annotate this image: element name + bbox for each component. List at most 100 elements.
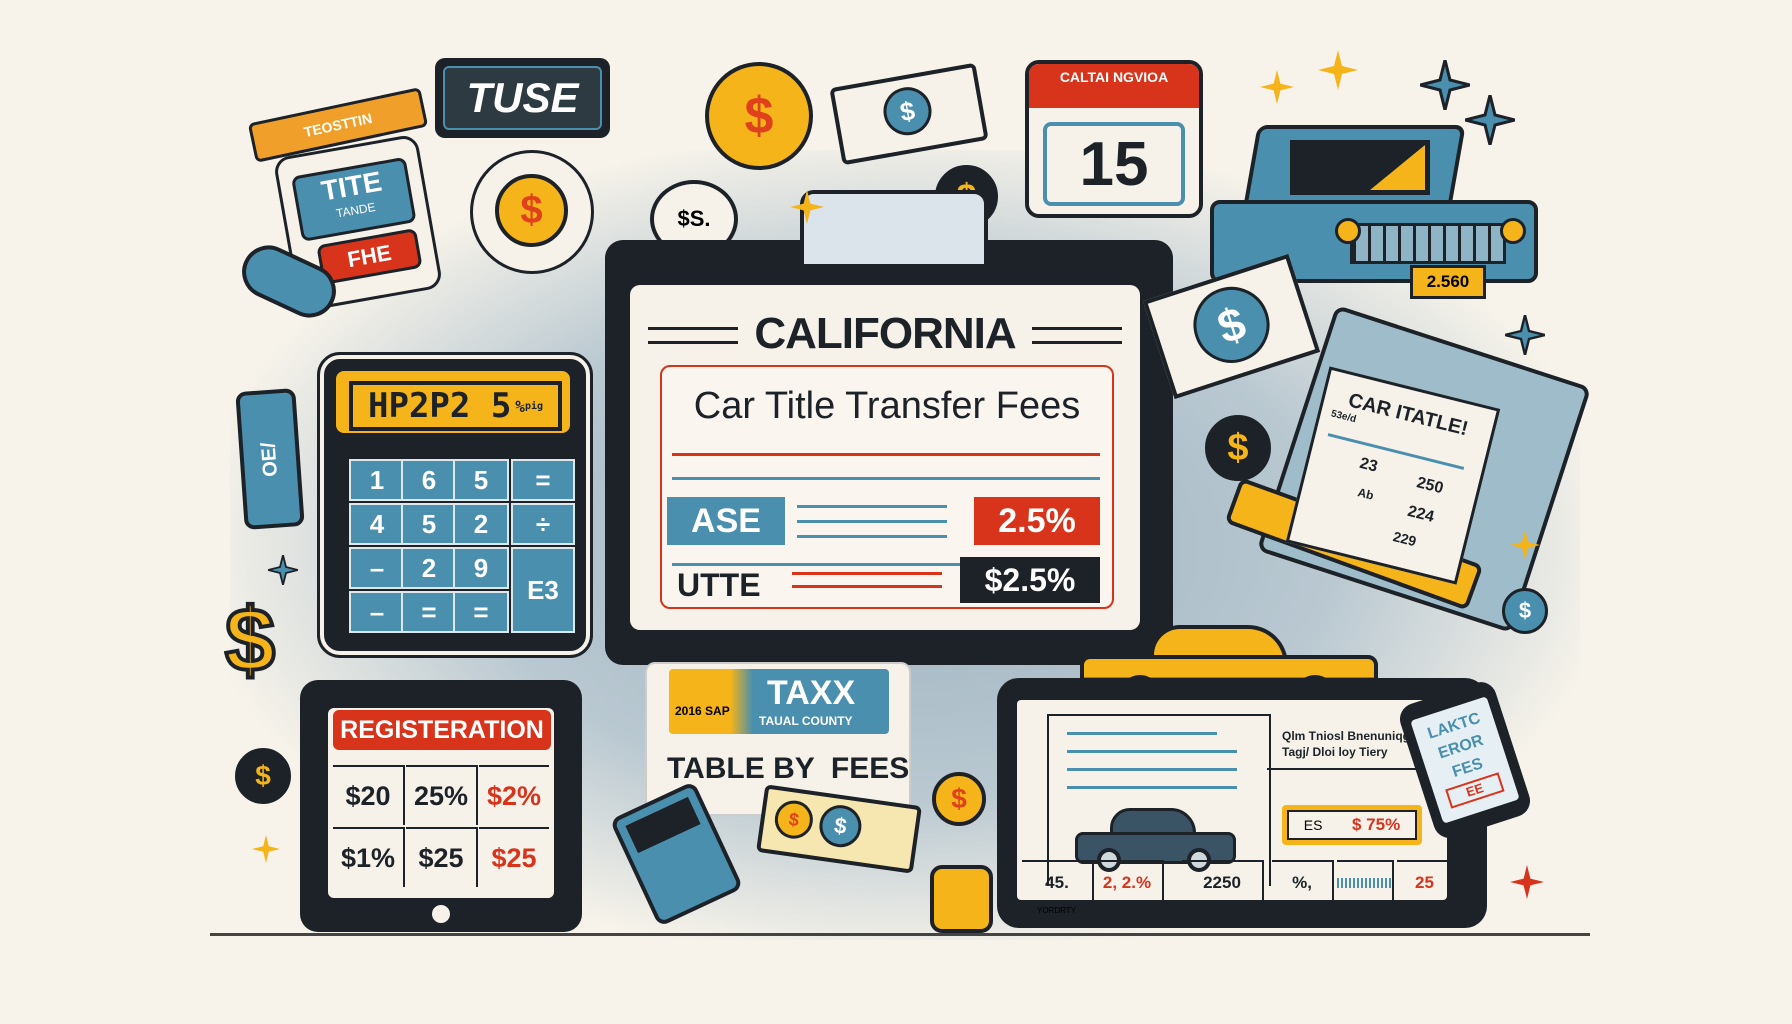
calculator-key: 2	[401, 547, 457, 589]
fee-box: Car Title Transfer Fees ASE 2.5% UTTE $2…	[660, 365, 1114, 609]
calculator-key: =	[511, 459, 575, 501]
gauge-text: $S.	[677, 206, 711, 231]
sparkle-icon	[790, 190, 824, 224]
dollar-coin: $	[932, 772, 986, 826]
tablet-heading: Qlm Tniosl Bnenuniqg Tagj/ Dloi loy Tier…	[1282, 728, 1410, 760]
tablet-cell-sub: YORDRTY	[1037, 906, 1076, 915]
home-button	[432, 905, 450, 923]
price-value: $ 75%	[1352, 815, 1401, 834]
calculator-key: 9	[453, 547, 509, 589]
display-unit: %	[515, 396, 525, 416]
row1-label: ASE	[667, 497, 785, 545]
display-sub: pig	[524, 400, 543, 412]
tuse-label: TUSE	[443, 66, 602, 130]
license-plate: 2.560	[1410, 265, 1486, 299]
fee-tablet: Qlm Tniosl Bnenuniqg Tagj/ Dloi loy Tier…	[997, 678, 1487, 928]
sparkle-icon	[1318, 50, 1358, 90]
calculator-key: =	[453, 591, 509, 633]
dollar-sign: $	[1227, 426, 1249, 469]
registration-tablet: REGISTERATION $20 25% $2% $1% $25 $25	[300, 680, 582, 932]
dollar-sign: $	[744, 87, 774, 145]
clipboard-clip	[800, 190, 988, 268]
calculator: HP2P2 5 % pig 1 6 5 = 4 5 2 ÷ –2 9 E3– = =	[317, 352, 593, 658]
calculator-display: HP2P2 5 % pig	[349, 381, 562, 431]
dollar-coin: $	[772, 798, 816, 842]
price-label: ES	[1303, 817, 1323, 833]
big-dollar-sign: $	[223, 589, 277, 693]
title-badge: TITE TANDE	[290, 156, 417, 242]
pickup-truck: 2.560	[1210, 115, 1540, 305]
receipt-value: Ab	[1356, 485, 1376, 503]
display-value: HP2P2 5	[368, 386, 512, 426]
receipt-value: 23	[1357, 454, 1380, 476]
tax-title: TAXX	[767, 674, 856, 712]
tablet-heading-line1: Qlm Tniosl Bnenuniqg	[1282, 729, 1410, 743]
tablet-cell: 45.	[1022, 860, 1094, 904]
dollar-coin: $	[495, 174, 568, 247]
dollar-sign: $	[897, 94, 918, 127]
dollar-sign: $	[223, 589, 277, 693]
row1-value: 2.5%	[974, 497, 1100, 545]
bill-seal: $	[879, 83, 936, 140]
sparkle-icon	[1260, 70, 1294, 104]
dollar-coin: $	[816, 802, 865, 850]
dollar-sign: $	[1518, 598, 1532, 623]
tablet-cell: 2250	[1182, 860, 1264, 904]
calculator-key: ÷	[511, 503, 575, 545]
dollar-sign: $	[1211, 296, 1252, 354]
row2-label: UTTE	[677, 566, 761, 603]
receipt-value: 250	[1414, 474, 1445, 498]
receipt-value: 229	[1391, 528, 1419, 550]
registration-header: REGISTERATION	[333, 710, 551, 750]
sparkle-icon	[1420, 60, 1470, 110]
dollar-sign: $	[832, 812, 849, 839]
sparkle-icon	[1465, 95, 1515, 145]
tax-subtitle: TAUAL COUNTY	[759, 714, 853, 728]
registration-cell: $20	[333, 765, 405, 825]
calculator-key: 1	[349, 459, 405, 501]
dollar-coin: $	[1205, 415, 1271, 481]
dollar-coin: $	[1502, 588, 1548, 634]
dollar-coin: $	[1183, 277, 1280, 373]
dollar-sign: $	[951, 783, 967, 814]
dollar-sign: $	[520, 188, 543, 232]
state-title: CALIFORNIA	[754, 309, 1016, 358]
dollar-sign: $	[255, 760, 271, 791]
dollar-coin: $	[705, 62, 813, 170]
calendar-day: 15	[1043, 122, 1185, 206]
fee-text: FHE	[345, 239, 394, 273]
calculator-key: E3	[511, 547, 575, 633]
tablet-cell: 25	[1397, 860, 1454, 904]
hang-tag: OE/	[235, 388, 305, 530]
ground-line	[210, 933, 1590, 936]
calendar-header: CALTAI NGVIOA	[1029, 64, 1199, 108]
calendar: CALTAI NGVIOA 15	[1025, 60, 1203, 218]
tablet-cell: 2, 2.%	[1092, 860, 1164, 904]
hang-tag-text: OE/	[257, 441, 282, 477]
coin-roll	[930, 865, 993, 933]
tax-logo-text: 2016 SAP	[675, 704, 730, 718]
ribbon-text: TEOSTTIN	[302, 109, 374, 141]
fee-title: Car Title Transfer Fees	[693, 385, 1081, 427]
calculator-key: 2	[453, 503, 509, 545]
calculator-key: 6	[401, 459, 457, 501]
registration-cell: $25	[406, 827, 478, 887]
calculator-key: 4	[349, 503, 405, 545]
sparkle-icon	[268, 555, 298, 585]
dollar-sign: $	[787, 808, 801, 830]
registration-cell: $1%	[333, 827, 405, 887]
calculator-key: 5	[453, 459, 509, 501]
tuse-sign: TUSE	[435, 58, 610, 138]
sparkle-icon	[1510, 865, 1544, 899]
registration-cell: 25%	[406, 765, 478, 825]
receipt-value: 224	[1405, 502, 1436, 526]
sparkle-icon	[252, 835, 280, 863]
sedan-icon	[1075, 808, 1236, 872]
tax-card: 2016 SAP TAXX TAUAL COUNTY TABLE BY FEES	[645, 662, 911, 816]
calculator-key: –	[349, 547, 405, 589]
dollar-coin: $	[235, 748, 291, 804]
tax-caption: TABLE BY FEES	[667, 752, 910, 785]
calculator-key: –	[349, 591, 405, 633]
sparkle-icon	[1505, 315, 1545, 355]
tablet-cell	[1337, 860, 1394, 904]
